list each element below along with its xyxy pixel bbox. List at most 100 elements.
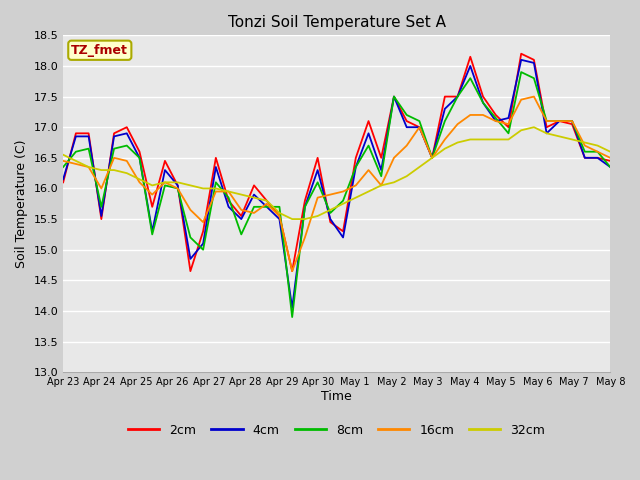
8cm [237,231,245,237]
32cm [161,180,169,185]
8cm [428,155,436,161]
32cm [365,189,372,194]
4cm [314,167,321,173]
2cm [441,94,449,99]
4cm [492,118,500,124]
16cm [276,213,284,219]
16cm [174,186,182,192]
16cm [237,207,245,213]
32cm [492,137,500,143]
16cm [492,118,500,124]
2cm [250,182,258,188]
2cm [378,155,385,161]
4cm [543,131,550,136]
32cm [237,192,245,197]
16cm [326,192,334,197]
32cm [568,137,576,143]
4cm [289,305,296,311]
16cm [289,268,296,274]
2cm [607,158,614,164]
4cm [428,155,436,161]
16cm [60,158,67,164]
32cm [504,137,512,143]
2cm [428,155,436,161]
Title: Tonzi Soil Temperature Set A: Tonzi Soil Temperature Set A [228,15,445,30]
16cm [441,137,449,143]
32cm [607,149,614,155]
4cm [237,216,245,222]
2cm [403,118,410,124]
8cm [454,94,461,99]
4cm [568,118,576,124]
16cm [123,158,131,164]
2cm [136,149,143,155]
4cm [581,155,589,161]
32cm [186,182,194,188]
2cm [556,118,563,124]
16cm [199,219,207,225]
8cm [148,231,156,237]
32cm [543,131,550,136]
2cm [352,155,360,161]
16cm [479,112,487,118]
8cm [556,118,563,124]
8cm [352,164,360,170]
4cm [276,216,284,222]
8cm [517,69,525,75]
32cm [136,176,143,182]
4cm [212,164,220,170]
8cm [530,75,538,81]
4cm [60,176,67,182]
32cm [339,201,347,207]
4cm [301,204,308,210]
4cm [556,118,563,124]
8cm [276,204,284,210]
16cm [504,121,512,127]
4cm [123,131,131,136]
16cm [607,155,614,161]
32cm [60,152,67,157]
32cm [301,216,308,222]
32cm [314,213,321,219]
Line: 4cm: 4cm [63,60,611,308]
8cm [174,186,182,192]
8cm [504,131,512,136]
16cm [454,121,461,127]
8cm [199,247,207,252]
16cm [250,210,258,216]
16cm [84,164,92,170]
8cm [365,143,372,148]
2cm [97,216,105,222]
16cm [212,189,220,194]
8cm [225,195,232,201]
32cm [263,198,271,204]
32cm [250,195,258,201]
8cm [607,164,614,170]
4cm [186,256,194,262]
2cm [365,118,372,124]
2cm [199,228,207,234]
4cm [365,131,372,136]
32cm [441,146,449,152]
32cm [97,167,105,173]
Line: 2cm: 2cm [63,54,611,271]
32cm [581,140,589,145]
2cm [148,204,156,210]
16cm [581,143,589,148]
32cm [212,186,220,192]
8cm [467,75,474,81]
8cm [123,143,131,148]
4cm [479,100,487,106]
8cm [60,164,67,170]
16cm [148,192,156,197]
2cm [339,228,347,234]
32cm [467,137,474,143]
8cm [326,210,334,216]
32cm [454,140,461,145]
8cm [212,180,220,185]
32cm [199,186,207,192]
16cm [390,155,398,161]
32cm [225,189,232,194]
2cm [174,182,182,188]
32cm [428,155,436,161]
